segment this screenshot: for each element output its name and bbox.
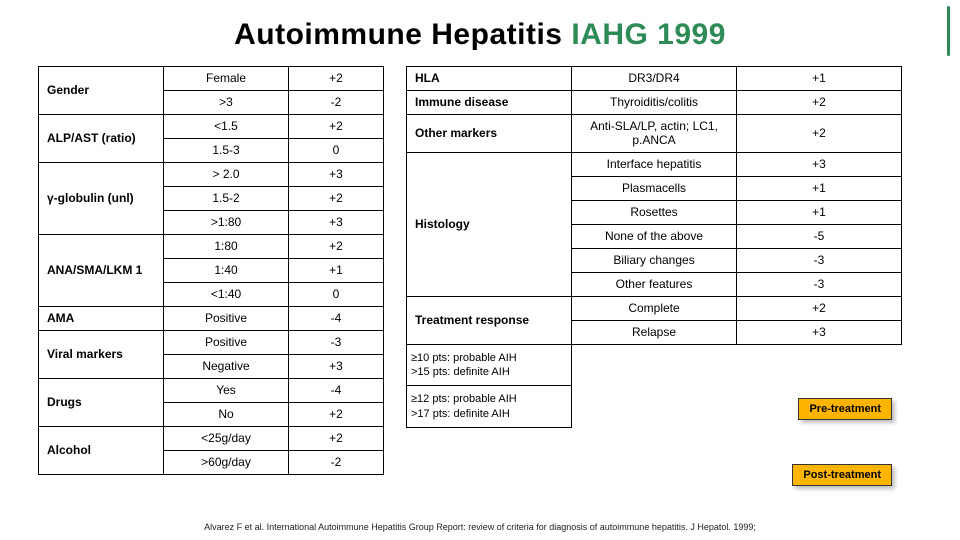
criterion-score: +3: [289, 163, 384, 187]
criterion-score: +2: [289, 67, 384, 91]
criterion-value: Thyroiditis/colitis: [572, 91, 737, 115]
table-row: Immune diseaseThyroiditis/colitis+2: [407, 91, 902, 115]
table-row: HLADR3/DR4+1: [407, 67, 902, 91]
tables-container: GenderFemale+2>3-2ALP/AST (ratio)<1.5+21…: [38, 66, 922, 475]
criterion-value: <1.5: [164, 115, 289, 139]
criterion-score: +2: [289, 235, 384, 259]
criterion-value: Female: [164, 67, 289, 91]
criterion-score: 0: [289, 139, 384, 163]
page-title: Autoimmune Hepatitis IAHG 1999: [38, 18, 922, 52]
table-row: Other markersAnti-SLA/LP, actin; LC1, p.…: [407, 115, 902, 153]
criterion-value: Relapse: [572, 320, 737, 344]
scoring-table-right: HLADR3/DR4+1Immune diseaseThyroiditis/co…: [406, 66, 902, 345]
criterion-score: -3: [737, 272, 902, 296]
criterion-value: 1.5-3: [164, 139, 289, 163]
threshold-pre: ≥10 pts: probable AIH>15 pts: definite A…: [407, 344, 572, 386]
criterion-score: +2: [289, 403, 384, 427]
criterion-score: +2: [737, 115, 902, 153]
criterion-score: -5: [737, 224, 902, 248]
criterion-value: Rosettes: [572, 200, 737, 224]
table-row: Viral markersPositive-3: [39, 331, 384, 355]
row-label: Immune disease: [407, 91, 572, 115]
row-label: Histology: [407, 152, 572, 296]
criterion-score: +1: [737, 176, 902, 200]
criterion-value: > 2.0: [164, 163, 289, 187]
notes-table: ≥10 pts: probable AIH>15 pts: definite A…: [406, 344, 737, 428]
criterion-value: None of the above: [572, 224, 737, 248]
criterion-score: +3: [289, 355, 384, 379]
row-label: Alcohol: [39, 427, 164, 475]
criterion-score: +3: [289, 211, 384, 235]
slide: Autoimmune Hepatitis IAHG 1999 GenderFem…: [0, 0, 960, 540]
table-row: ≥10 pts: probable AIH>15 pts: definite A…: [407, 344, 737, 386]
citation: Alvarez F et al. International Autoimmun…: [0, 522, 960, 532]
row-label: Other markers: [407, 115, 572, 153]
criterion-score: -4: [289, 379, 384, 403]
criterion-value: No: [164, 403, 289, 427]
criterion-value: Complete: [572, 296, 737, 320]
criterion-score: +2: [737, 296, 902, 320]
row-label: AMA: [39, 307, 164, 331]
criterion-score: +3: [737, 320, 902, 344]
criterion-value: Positive: [164, 331, 289, 355]
criterion-value: DR3/DR4: [572, 67, 737, 91]
criterion-score: -4: [289, 307, 384, 331]
criterion-value: Positive: [164, 307, 289, 331]
criterion-value: <1:40: [164, 283, 289, 307]
title-main: Autoimmune Hepatitis: [234, 18, 562, 51]
row-label: HLA: [407, 67, 572, 91]
pre-treatment-tag: Pre-treatment: [798, 398, 892, 420]
criterion-value: 1:40: [164, 259, 289, 283]
row-label: ANA/SMA/LKM 1: [39, 235, 164, 307]
criterion-score: -3: [289, 331, 384, 355]
row-label: ALP/AST (ratio): [39, 115, 164, 163]
criterion-score: -2: [289, 91, 384, 115]
row-label: Treatment response: [407, 296, 572, 344]
row-label: γ-globulin (unl): [39, 163, 164, 235]
criterion-value: Yes: [164, 379, 289, 403]
criterion-score: +2: [737, 91, 902, 115]
table-row: γ-globulin (unl)> 2.0+3: [39, 163, 384, 187]
criterion-value: >60g/day: [164, 451, 289, 475]
row-label: Drugs: [39, 379, 164, 427]
criterion-score: +1: [289, 259, 384, 283]
criterion-value: <25g/day: [164, 427, 289, 451]
criterion-value: Interface hepatitis: [572, 152, 737, 176]
table-row: ANA/SMA/LKM 11:80+2: [39, 235, 384, 259]
criterion-value: >1:80: [164, 211, 289, 235]
criterion-score: +3: [737, 152, 902, 176]
table-row: HistologyInterface hepatitis+3: [407, 152, 902, 176]
criterion-score: 0: [289, 283, 384, 307]
criterion-score: +2: [289, 115, 384, 139]
criterion-score: -2: [289, 451, 384, 475]
criterion-value: 1.5-2: [164, 187, 289, 211]
scoring-table-left: GenderFemale+2>3-2ALP/AST (ratio)<1.5+21…: [38, 66, 384, 475]
title-accent: IAHG 1999: [571, 18, 726, 51]
criterion-score: -3: [737, 248, 902, 272]
table-row: Alcohol<25g/day+2: [39, 427, 384, 451]
row-label: Gender: [39, 67, 164, 115]
table-row: ≥12 pts: probable AIH>17 pts: definite A…: [407, 386, 737, 428]
criterion-score: +1: [737, 67, 902, 91]
table-row: AMAPositive-4: [39, 307, 384, 331]
criterion-value: Negative: [164, 355, 289, 379]
table-row: Treatment responseComplete+2: [407, 296, 902, 320]
criterion-score: +1: [737, 200, 902, 224]
table-row: DrugsYes-4: [39, 379, 384, 403]
criterion-value: 1:80: [164, 235, 289, 259]
criterion-value: Anti-SLA/LP, actin; LC1, p.ANCA: [572, 115, 737, 153]
right-column: HLADR3/DR4+1Immune diseaseThyroiditis/co…: [406, 66, 922, 475]
threshold-post: ≥12 pts: probable AIH>17 pts: definite A…: [407, 386, 572, 428]
criterion-value: Other features: [572, 272, 737, 296]
criterion-value: Biliary changes: [572, 248, 737, 272]
accent-bar: [947, 6, 950, 56]
criterion-value: >3: [164, 91, 289, 115]
criterion-value: Plasmacells: [572, 176, 737, 200]
table-row: ALP/AST (ratio)<1.5+2: [39, 115, 384, 139]
criterion-score: +2: [289, 187, 384, 211]
table-row: GenderFemale+2: [39, 67, 384, 91]
row-label: Viral markers: [39, 331, 164, 379]
criterion-score: +2: [289, 427, 384, 451]
post-treatment-tag: Post-treatment: [792, 464, 892, 486]
